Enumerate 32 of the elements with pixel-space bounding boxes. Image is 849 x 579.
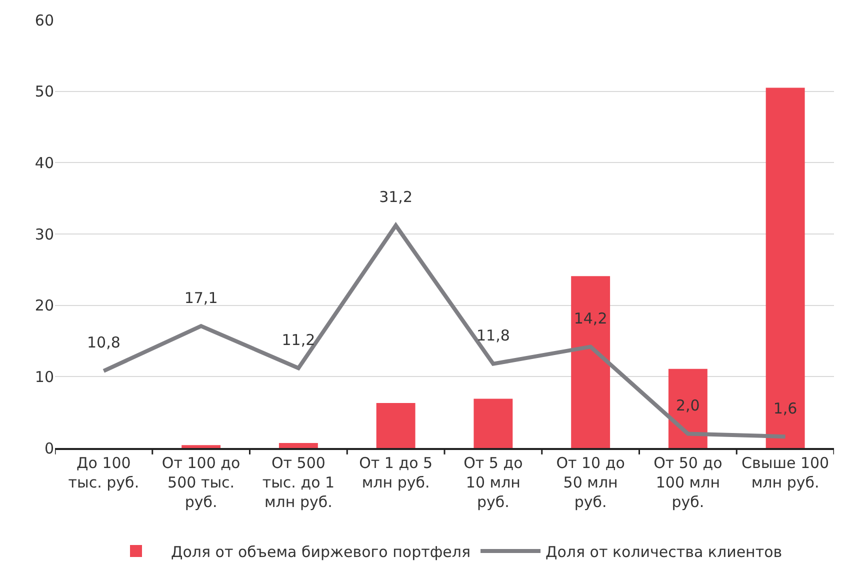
- y-tick-label: 60: [34, 11, 54, 30]
- data-label: 11,8: [476, 326, 510, 345]
- bar: [376, 403, 416, 448]
- x-tick-label: От 100 до 500 тыс. руб.: [162, 454, 240, 511]
- bar: [474, 398, 513, 448]
- data-label: 1,6: [773, 399, 798, 418]
- data-label: 10,8: [86, 334, 120, 352]
- data-label: 17,1: [184, 288, 218, 307]
- bar: [766, 88, 805, 448]
- x-tick-label: До 100 тыс. руб.: [68, 454, 140, 492]
- y-tick-label: 30: [34, 225, 54, 244]
- y-tick-label: 0: [44, 439, 54, 458]
- data-label: 14,2: [574, 309, 608, 328]
- x-tick-label: От 5 до 10 млн руб.: [464, 454, 523, 511]
- y-tick-label: 50: [34, 82, 54, 101]
- y-tick-label: 40: [34, 154, 54, 172]
- data-label: 2,0: [676, 396, 700, 414]
- x-tick-label: От 500 тыс. до 1 млн руб.: [262, 454, 335, 511]
- legend-label: Доля от объема биржевого портфеля: [171, 542, 471, 561]
- bar: [668, 368, 708, 448]
- data-label: 11,2: [282, 330, 316, 349]
- x-tick-label: От 10 до 50 млн руб.: [556, 454, 625, 511]
- data-label: 31,2: [379, 188, 413, 206]
- y-tick-label: 20: [34, 296, 54, 315]
- x-tick-label: От 1 до 5 млн руб.: [359, 454, 433, 492]
- bar: [278, 443, 318, 448]
- bar: [571, 276, 610, 448]
- x-tick-label: От 50 до 100 млн руб.: [654, 454, 722, 511]
- legend-label: Доля от количества клиентов: [546, 542, 782, 561]
- y-tick-label: 10: [34, 368, 54, 386]
- bar: [182, 445, 221, 448]
- x-tick-label: Свыше 100 млн руб.: [742, 454, 830, 492]
